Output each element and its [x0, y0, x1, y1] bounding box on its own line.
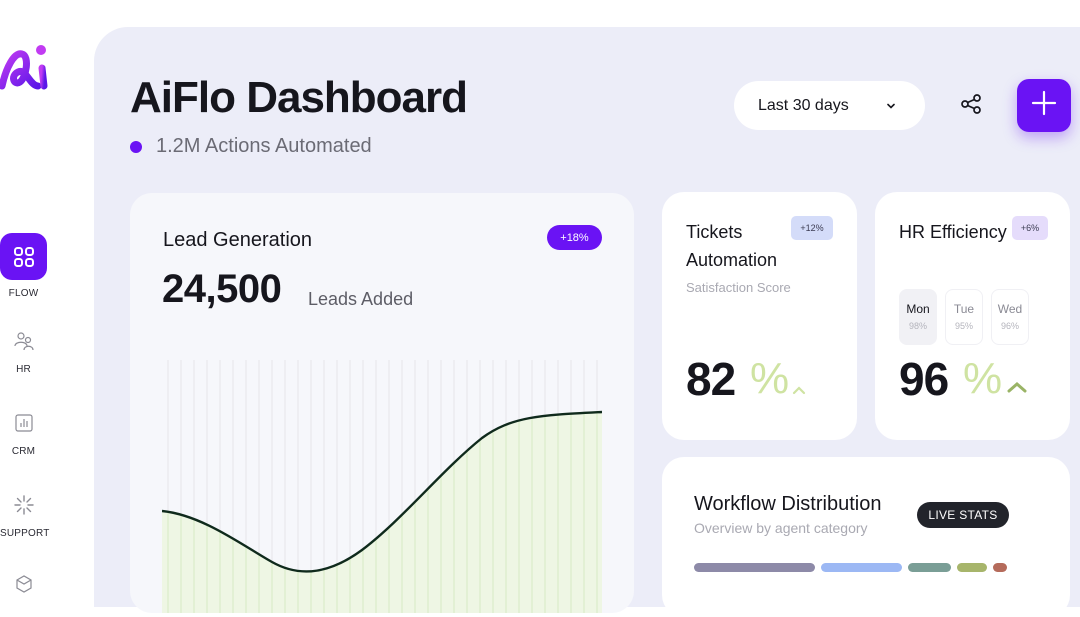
hr-efficiency-card[interactable]: HR Efficiency +6% Mon 98% Tue 95% Wed 96… — [875, 192, 1070, 440]
lead-trend-chart — [162, 360, 602, 613]
lead-generation-card[interactable]: Lead Generation +18% 24,500 Leads Added — [130, 193, 634, 613]
day-name: Mon — [906, 302, 930, 316]
tickets-card-title: Tickets Automation — [686, 222, 778, 270]
day-value: 98% — [908, 321, 927, 331]
distribution-segment — [993, 563, 1007, 572]
sidebar-item-label: HR — [16, 364, 31, 375]
main-panel: AiFlo Dashboard 1.2M Actions Automated L… — [94, 27, 1080, 617]
actions-summary-text: 1.2M Actions Automated — [156, 135, 372, 157]
chart-area-fill — [162, 412, 602, 613]
percent-sign: % — [963, 354, 1003, 403]
percent-sign: % — [750, 354, 790, 403]
plus-icon — [1031, 90, 1057, 121]
distribution-segment — [957, 563, 987, 572]
sidebar: FLOW HR CRM SUPPORT — [0, 0, 94, 593]
day-name: Wed — [997, 302, 1023, 316]
sidebar-item-label: CRM — [11, 446, 36, 457]
day-name: Tue — [953, 302, 975, 316]
status-dot — [130, 140, 142, 153]
lead-count: 24,500 — [162, 267, 282, 311]
sidebar-item-support[interactable]: SUPPORT — [0, 490, 50, 539]
tickets-automation-card[interactable]: Tickets Automation +12% Satisfaction Sco… — [662, 192, 857, 440]
loader-icon — [9, 490, 39, 520]
day-wed[interactable]: Wed 96% — [991, 289, 1029, 345]
day-tue[interactable]: Tue 95% — [945, 289, 983, 345]
sidebar-item-label: SUPPORT — [0, 528, 50, 539]
grid-icon — [0, 233, 47, 280]
lead-unit-label: Leads Added — [308, 289, 414, 309]
hr-growth-badge: +6% — [1012, 216, 1048, 240]
satisfaction-score: 82 — [686, 353, 736, 405]
box-icon — [9, 568, 39, 598]
tickets-growth-badge: +12% — [791, 216, 833, 240]
lead-growth-badge: +18% — [547, 225, 602, 250]
share-button[interactable] — [954, 91, 988, 121]
lead-card-title: Lead Generation — [163, 229, 313, 251]
lead-trend-line — [162, 410, 602, 573]
sidebar-item-flow[interactable]: FLOW — [0, 233, 47, 299]
trend-up-icon — [1006, 380, 1028, 399]
hr-card-title: HR Efficiency — [899, 222, 1007, 242]
bar-chart-icon — [9, 408, 39, 438]
date-range-select[interactable]: Last 30 days — [734, 81, 925, 130]
tickets-card-subtitle: Satisfaction Score — [686, 280, 791, 295]
hr-efficiency-score: 96 — [899, 353, 949, 405]
add-button[interactable] — [1017, 79, 1071, 132]
chevron-down-icon — [885, 99, 897, 117]
distribution-segment — [694, 563, 815, 572]
trend-up-icon — [792, 382, 806, 400]
workflow-card-title: Workflow Distribution — [694, 493, 882, 515]
distribution-segment — [821, 563, 902, 572]
sidebar-item-label: FLOW — [8, 288, 39, 299]
day-mon[interactable]: Mon 98% — [899, 289, 937, 345]
workflow-card-subtitle: Overview by agent category — [694, 520, 868, 536]
people-icon — [9, 326, 39, 356]
day-value: 96% — [1000, 321, 1019, 331]
actions-summary: 1.2M Actions Automated — [130, 135, 372, 158]
live-stats-badge: LIVE STATS — [917, 502, 1009, 528]
sidebar-item-crm[interactable]: CRM — [0, 408, 47, 457]
sidebar-item-hr[interactable]: HR — [0, 326, 47, 375]
date-range-value: Last 30 days — [758, 96, 849, 114]
aiflo-logo[interactable] — [0, 42, 52, 92]
workflow-distribution-card[interactable]: Workflow Distribution Overview by agent … — [662, 457, 1070, 617]
day-value: 95% — [954, 321, 973, 331]
page-title: AiFlo Dashboard — [130, 73, 468, 122]
distribution-segment — [908, 563, 951, 572]
sidebar-item-more[interactable] — [0, 568, 47, 598]
share-icon — [959, 92, 983, 121]
